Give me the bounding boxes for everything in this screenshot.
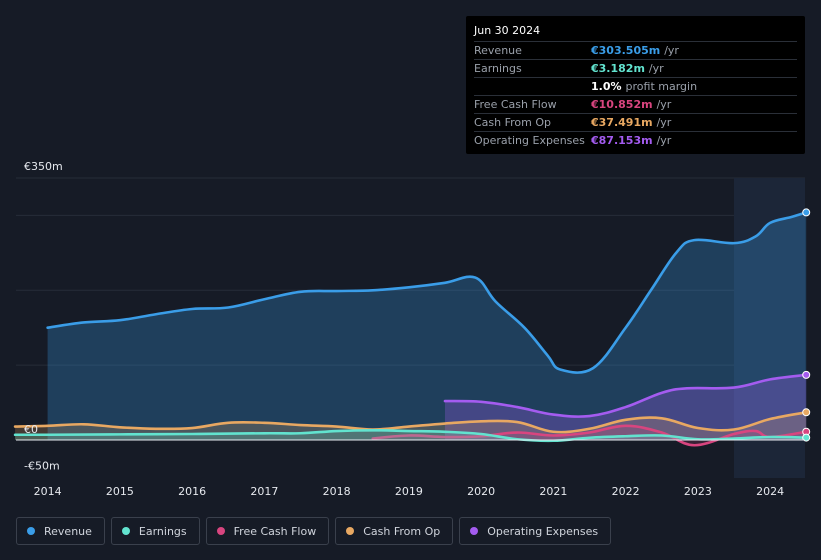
revenue-area: [47, 212, 807, 440]
x-tick-label: 2023: [684, 485, 712, 498]
tooltip-row-earnings: Earnings €3.182m /yr: [474, 59, 797, 77]
tooltip-row-revenue: Revenue €303.505m /yr: [474, 41, 797, 59]
legend-label: Operating Expenses: [487, 524, 599, 538]
legend-label: Cash From Op: [363, 524, 441, 538]
tooltip-row-operating-expenses: Operating Expenses €87.153m /yr: [474, 131, 797, 149]
legend-dot-icon: [27, 527, 35, 535]
x-tick-label: 2022: [612, 485, 640, 498]
tooltip-row-cash-from-op: Cash From Op €37.491m /yr: [474, 113, 797, 131]
legend-item-free-cash-flow[interactable]: Free Cash Flow: [205, 517, 330, 545]
tooltip-value: €37.491m: [591, 116, 653, 129]
y-tick-label: €350m: [24, 160, 63, 173]
tooltip-label: Revenue: [474, 44, 522, 57]
earnings-area: [15, 430, 807, 441]
tooltip-unit: /yr: [656, 134, 672, 147]
tooltip-value: €10.852m: [591, 98, 653, 111]
x-tick-label: 2019: [395, 485, 423, 498]
data-tooltip: Jun 30 2024 Revenue €303.505m /yr Earnin…: [466, 16, 805, 154]
y-tick-label: -€50m: [24, 459, 60, 472]
tooltip-value: 1.0%: [591, 80, 622, 93]
x-tick-label: 2020: [467, 485, 495, 498]
operating-expenses-end-point: [802, 370, 811, 379]
chart-legend: Revenue Earnings Free Cash Flow Cash Fro…: [16, 517, 612, 545]
tooltip-unit: /yr: [648, 62, 664, 75]
free-cash-flow-line: [371, 424, 808, 447]
cash-from-op-line: [13, 411, 808, 434]
legend-dot-icon: [121, 527, 130, 535]
legend-item-cash-from-op[interactable]: Cash From Op: [335, 517, 454, 545]
x-tick-label: 2021: [539, 485, 567, 498]
tooltip-value: €303.505m: [591, 44, 661, 57]
x-tick-label: 2018: [323, 485, 351, 498]
tooltip-unit: /yr: [656, 98, 672, 111]
x-tick-label: 2017: [250, 485, 278, 498]
tooltip-label: Operating Expenses: [474, 134, 585, 147]
revenue-end-point: [802, 208, 811, 217]
legend-label: Free Cash Flow: [233, 524, 317, 538]
earnings-line: [13, 428, 808, 443]
tooltip-value: €3.182m: [591, 62, 645, 75]
revenue-line: [46, 211, 808, 374]
tooltip-value: €87.153m: [591, 134, 653, 147]
tooltip-date: Jun 30 2024: [474, 24, 541, 37]
legend-item-revenue[interactable]: Revenue: [16, 517, 105, 545]
legend-item-earnings[interactable]: Earnings: [110, 517, 200, 545]
tooltip-label: Earnings: [474, 62, 522, 75]
y-tick-label: €0: [24, 423, 38, 436]
operating-expenses-line: [443, 373, 808, 418]
earnings-end-point: [802, 433, 811, 442]
legend-label: Earnings: [138, 524, 187, 538]
cash-from-op-end-point: [802, 408, 811, 417]
legend-item-operating-expenses[interactable]: Operating Expenses: [459, 517, 612, 545]
legend-label: Revenue: [44, 524, 92, 538]
tooltip-label: Cash From Op: [474, 116, 552, 129]
tooltip-unit: /yr: [664, 44, 679, 57]
legend-dot-icon: [346, 527, 355, 535]
x-tick-label: 2014: [34, 485, 62, 498]
legend-dot-icon: [470, 527, 479, 535]
tooltip-row-free-cash-flow: Free Cash Flow €10.852m /yr: [474, 95, 797, 113]
tooltip-label: Free Cash Flow: [474, 98, 557, 111]
tooltip-row-profit-margin: 1.0% profit margin: [474, 77, 797, 95]
x-tick-label: 2016: [178, 485, 206, 498]
legend-dot-icon: [216, 527, 225, 535]
tooltip-unit: profit margin: [625, 80, 698, 93]
x-tick-label: 2015: [106, 485, 134, 498]
x-tick-label: 2024: [756, 485, 784, 498]
tooltip-unit: /yr: [656, 116, 672, 129]
